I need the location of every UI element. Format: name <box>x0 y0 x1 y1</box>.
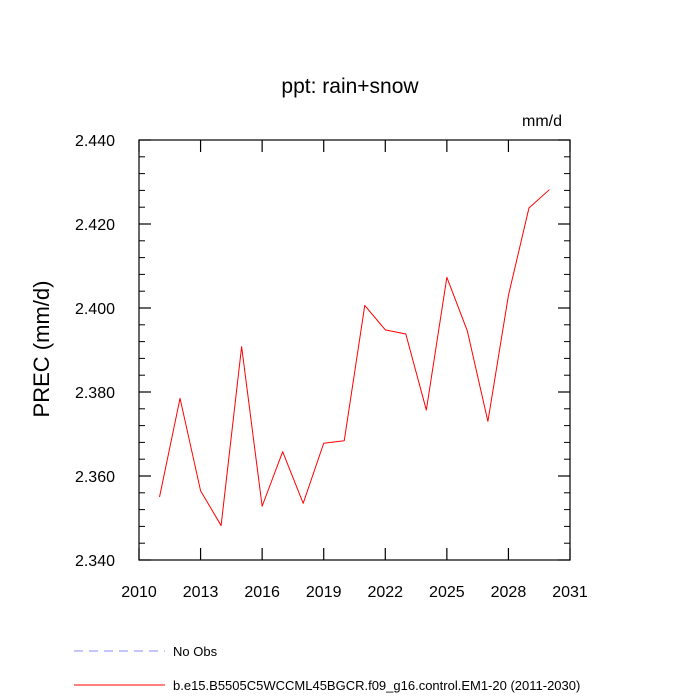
y-axis-label: PREC (mm/d) <box>29 281 54 418</box>
y-tick-label: 2.340 <box>75 553 115 570</box>
series-group <box>159 189 550 527</box>
legend-series-label: b.e15.B5505C5WCCML45BGCR.f09_g16.control… <box>173 678 580 693</box>
plot-frame <box>138 139 571 561</box>
y-tick-label: 2.400 <box>75 301 115 318</box>
x-tick-label: 2016 <box>244 584 280 601</box>
x-tick-label: 2010 <box>121 584 157 601</box>
y-tick-label: 2.380 <box>75 385 115 402</box>
legend-no-obs-label: No Obs <box>173 644 218 659</box>
y-tick-label: 2.420 <box>75 217 115 234</box>
series-line-0 <box>159 189 550 527</box>
x-tick-label: 2013 <box>183 584 219 601</box>
units-label: mm/d <box>522 113 562 130</box>
x-tick-label: 2031 <box>552 584 588 601</box>
x-tick-label: 2022 <box>367 584 403 601</box>
y-tick-label: 2.360 <box>75 469 115 486</box>
chart-title: ppt: rain+snow <box>281 75 419 98</box>
x-tick-label: 2019 <box>306 584 342 601</box>
y-tick-label: 2.440 <box>75 133 115 150</box>
tick-labels: 2010 2013 2016 2019 2022 2025 2028 2031 2.340 2.3… <box>75 133 588 601</box>
x-tick-label: 2025 <box>429 584 465 601</box>
axis-ticks <box>138 139 571 561</box>
legend: No Obs b.e15.B5505C5WCCML45BGCR.f09_g16.… <box>74 644 580 693</box>
x-tick-label: 2028 <box>491 584 527 601</box>
